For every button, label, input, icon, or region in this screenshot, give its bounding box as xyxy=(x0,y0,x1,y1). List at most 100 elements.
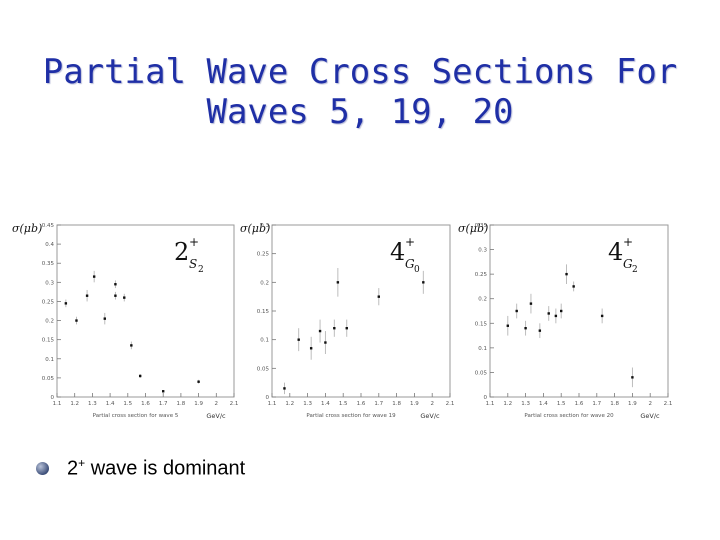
x-tick-label: 1.3 xyxy=(88,401,97,407)
data-point xyxy=(572,285,575,288)
bullet-prefix: 2 xyxy=(67,457,79,480)
x-tick-label: 1.2 xyxy=(70,401,79,407)
wave-label-subsub: 2 xyxy=(198,265,204,275)
x-unit-label: GeV/c xyxy=(640,412,660,420)
x-unit-label: GeV/c xyxy=(206,412,226,420)
x-tick-label: 1.7 xyxy=(159,401,168,407)
x-tick-label: 1.1 xyxy=(268,401,277,407)
x-tick-label: 1.1 xyxy=(486,401,495,407)
x-tick-label: 2 xyxy=(430,401,434,407)
data-point xyxy=(123,296,126,299)
data-point xyxy=(162,390,165,393)
y-tick-label: 0.25 xyxy=(257,252,270,258)
wave-label-sup: + xyxy=(405,235,415,249)
slide-title-line1: Partial Wave Cross Sections For xyxy=(42,52,678,92)
y-tick-label: 0 xyxy=(51,395,55,401)
cross-section-plot-wave-20: σ(μb) 0 0.05 0.1 0.15 0.2 0.25 0.3 0.35 1.1 1.2 1.3… xyxy=(458,222,672,420)
data-point xyxy=(114,294,117,297)
y-tick-label: 0.25 xyxy=(42,299,55,305)
y-tick-label: 0.35 xyxy=(42,261,55,267)
data-point xyxy=(631,376,634,379)
x-tick-label: 1.5 xyxy=(339,401,348,407)
x-tick-label: 1.2 xyxy=(285,401,294,407)
data-point xyxy=(538,329,542,332)
y-tick-label: 0.05 xyxy=(42,376,55,382)
data-point xyxy=(560,309,563,313)
y-tick-label: 0.25 xyxy=(475,272,488,278)
data-point xyxy=(524,327,527,330)
chart-title: Partial cross section for wave 19 xyxy=(306,413,396,419)
x-tick-label: 1.9 xyxy=(410,401,419,407)
data-point xyxy=(92,275,96,278)
y-tick-label: 0.35 xyxy=(475,223,488,229)
chart-title: Partial cross section for wave 5 xyxy=(93,413,179,419)
x-tick-label: 1.8 xyxy=(177,401,186,407)
wave-label-main: 2 xyxy=(174,238,189,266)
data-point xyxy=(333,327,336,330)
x-tick-label: 1.6 xyxy=(575,401,584,407)
y-tick-label: 0.3 xyxy=(478,248,487,254)
x-tick-label: 1.7 xyxy=(374,401,383,407)
x-tick-label: 2 xyxy=(215,401,219,407)
y-tick-label: 0.1 xyxy=(260,338,269,344)
data-point xyxy=(506,324,509,327)
cross-section-plot-wave-19: σ(μb) 0 0.05 0.1 0.15 0.2 0.25 0.3 1.1 1.2 1.3 1.4 1… xyxy=(240,222,454,420)
y-axis-label: σ(μb) xyxy=(12,222,42,235)
x-tick-label: 1.9 xyxy=(628,401,637,407)
y-axis-label: σ(μb) xyxy=(458,222,488,235)
x-tick-label: 2.1 xyxy=(230,401,239,407)
data-point xyxy=(345,327,348,330)
data-point xyxy=(547,312,550,315)
x-tick-label: 1.4 xyxy=(539,401,548,407)
data-point xyxy=(197,380,200,383)
x-tick-label: 1.4 xyxy=(106,401,115,407)
x-tick-label: 1.5 xyxy=(123,401,132,407)
data-point xyxy=(529,302,533,305)
bullet-sup: + xyxy=(78,456,86,470)
data-point xyxy=(283,387,286,390)
plot-frame xyxy=(56,224,235,398)
bullet-icon xyxy=(36,461,49,475)
y-tick-label: 0.3 xyxy=(260,223,269,229)
data-point xyxy=(600,314,604,318)
x-tick-label: 1.3 xyxy=(521,401,530,407)
chart-title: Partial cross section for wave 20 xyxy=(524,413,614,419)
x-tick-label: 1.5 xyxy=(557,401,566,407)
y-tick-label: 0.45 xyxy=(42,223,55,229)
data-point xyxy=(309,347,313,350)
wave-label-main: 4 xyxy=(390,238,405,266)
y-tick-label: 0.2 xyxy=(260,280,269,286)
x-tick-label: 1.1 xyxy=(53,401,62,407)
y-tick-label: 0 xyxy=(484,395,488,401)
slide-title-line2: Waves 5, 19, 20 xyxy=(206,92,514,132)
data-point xyxy=(554,314,558,318)
y-tick-label: 0.15 xyxy=(42,338,55,344)
x-tick-label: 1.7 xyxy=(592,401,601,407)
data-point xyxy=(75,319,78,322)
x-unit-label: GeV/c xyxy=(420,412,440,420)
y-tick-label: 0.2 xyxy=(45,319,54,325)
y-axis-label: σ(μb) xyxy=(240,222,270,235)
y-tick-label: 0.1 xyxy=(45,357,54,363)
data-point xyxy=(377,295,380,298)
wave-label-subsub: 0 xyxy=(414,265,420,275)
wave-label-sup: + xyxy=(623,235,633,249)
y-tick-label: 0.1 xyxy=(478,346,487,352)
x-tick-label: 1.8 xyxy=(392,401,401,407)
x-tick-label: 1.2 xyxy=(503,401,512,407)
wave-label-sub: S xyxy=(189,257,197,271)
data-point xyxy=(138,374,142,378)
x-tick-label: 1.6 xyxy=(357,401,366,407)
x-tick-label: 1.6 xyxy=(141,401,150,407)
wave-label-main: 4 xyxy=(608,238,623,266)
data-point xyxy=(324,341,327,344)
data-point xyxy=(114,283,117,286)
bullet-text: 2+ wave is dominant xyxy=(67,456,245,481)
data-point xyxy=(85,294,89,297)
data-point xyxy=(565,272,568,276)
data-point xyxy=(336,281,340,284)
y-tick-label: 0.05 xyxy=(475,370,488,376)
bullet-item: 2+ wave is dominant xyxy=(36,456,245,481)
wave-label-subsub: 2 xyxy=(632,265,638,275)
bullet-rest: wave is dominant xyxy=(85,457,246,480)
